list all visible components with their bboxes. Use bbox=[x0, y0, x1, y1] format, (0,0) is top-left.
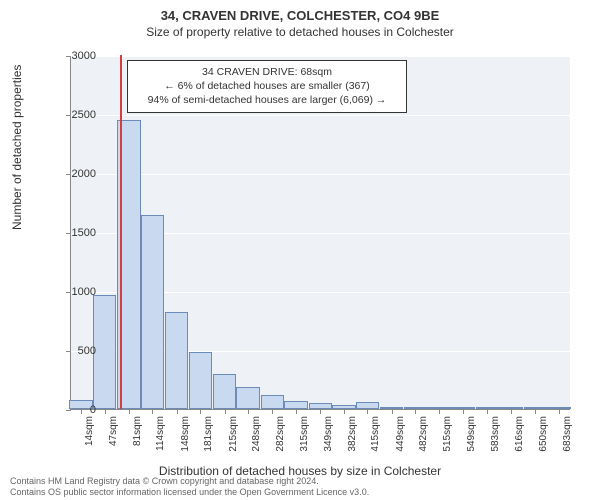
xtick-mark bbox=[392, 409, 393, 414]
xtick-mark bbox=[200, 409, 201, 414]
xtick-label: 47sqm bbox=[108, 416, 119, 446]
footer-line-1: Contains HM Land Registry data © Crown c… bbox=[10, 476, 590, 487]
chart-subtitle: Size of property relative to detached ho… bbox=[0, 23, 600, 39]
xtick-label: 114sqm bbox=[155, 416, 166, 451]
ytick-label: 0 bbox=[90, 404, 96, 416]
histogram-bar bbox=[93, 295, 117, 409]
plot-area: 34 CRAVEN DRIVE: 68sqm← 6% of detached h… bbox=[70, 56, 570, 410]
footer-attribution: Contains HM Land Registry data © Crown c… bbox=[10, 476, 590, 498]
histogram-bar bbox=[141, 215, 165, 409]
ytick-mark bbox=[66, 174, 71, 175]
xtick-label: 515sqm bbox=[442, 416, 453, 452]
xtick-mark bbox=[177, 409, 178, 414]
histogram-bar bbox=[165, 312, 189, 409]
xtick-label: 282sqm bbox=[275, 416, 286, 452]
ytick-label: 2500 bbox=[72, 109, 96, 121]
xtick-mark bbox=[81, 409, 82, 414]
ytick-label: 2000 bbox=[72, 168, 96, 180]
xtick-mark bbox=[272, 409, 273, 414]
xtick-label: 382sqm bbox=[347, 416, 358, 452]
xtick-label: 315sqm bbox=[299, 416, 310, 452]
ytick-label: 500 bbox=[78, 345, 96, 357]
xtick-label: 81sqm bbox=[132, 416, 143, 446]
ytick-label: 1000 bbox=[72, 286, 96, 298]
ytick-label: 1500 bbox=[72, 227, 96, 239]
histogram-bar bbox=[356, 402, 380, 409]
gridline bbox=[71, 115, 570, 116]
xtick-mark bbox=[105, 409, 106, 414]
histogram-bar bbox=[284, 401, 308, 409]
histogram-bar bbox=[189, 352, 213, 409]
xtick-label: 683sqm bbox=[562, 416, 573, 452]
xtick-mark bbox=[415, 409, 416, 414]
annotation-box: 34 CRAVEN DRIVE: 68sqm← 6% of detached h… bbox=[127, 60, 407, 113]
ytick-label: 3000 bbox=[72, 50, 96, 62]
xtick-label: 248sqm bbox=[251, 416, 262, 452]
xtick-label: 583sqm bbox=[490, 416, 501, 452]
ytick-mark bbox=[66, 351, 71, 352]
annotation-line: 34 CRAVEN DRIVE: 68sqm bbox=[136, 65, 398, 79]
xtick-label: 616sqm bbox=[514, 416, 525, 452]
reference-marker bbox=[120, 55, 122, 409]
xtick-mark bbox=[152, 409, 153, 414]
ytick-mark bbox=[66, 292, 71, 293]
xtick-mark bbox=[367, 409, 368, 414]
xtick-mark bbox=[439, 409, 440, 414]
ytick-mark bbox=[66, 115, 71, 116]
xtick-mark bbox=[248, 409, 249, 414]
xtick-label: 482sqm bbox=[418, 416, 429, 452]
annotation-line: ← 6% of detached houses are smaller (367… bbox=[136, 79, 398, 93]
histogram-bar bbox=[236, 387, 260, 409]
histogram-bar bbox=[261, 395, 285, 409]
histogram-bar bbox=[213, 374, 237, 409]
xtick-label: 449sqm bbox=[395, 416, 406, 452]
xtick-label: 549sqm bbox=[466, 416, 477, 452]
xtick-mark bbox=[225, 409, 226, 414]
chart-title: 34, CRAVEN DRIVE, COLCHESTER, CO4 9BE bbox=[0, 0, 600, 23]
xtick-label: 349sqm bbox=[323, 416, 334, 452]
xtick-mark bbox=[511, 409, 512, 414]
xtick-label: 148sqm bbox=[180, 416, 191, 452]
xtick-label: 181sqm bbox=[203, 416, 214, 452]
xtick-label: 14sqm bbox=[84, 416, 95, 446]
xtick-mark bbox=[320, 409, 321, 414]
xtick-mark bbox=[535, 409, 536, 414]
gridline bbox=[71, 56, 570, 57]
ytick-mark bbox=[66, 233, 71, 234]
footer-line-2: Contains OS public sector information li… bbox=[10, 487, 590, 498]
annotation-line: 94% of semi-detached houses are larger (… bbox=[136, 93, 398, 107]
xtick-mark bbox=[296, 409, 297, 414]
xtick-label: 215sqm bbox=[228, 416, 239, 452]
xtick-mark bbox=[129, 409, 130, 414]
xtick-mark bbox=[344, 409, 345, 414]
xtick-label: 415sqm bbox=[370, 416, 381, 452]
xtick-mark bbox=[559, 409, 560, 414]
ytick-mark bbox=[66, 410, 71, 411]
xtick-label: 650sqm bbox=[538, 416, 549, 452]
gridline bbox=[71, 174, 570, 175]
xtick-mark bbox=[463, 409, 464, 414]
xtick-mark bbox=[487, 409, 488, 414]
y-axis-label: Number of detached properties bbox=[10, 65, 24, 230]
ytick-mark bbox=[66, 56, 71, 57]
